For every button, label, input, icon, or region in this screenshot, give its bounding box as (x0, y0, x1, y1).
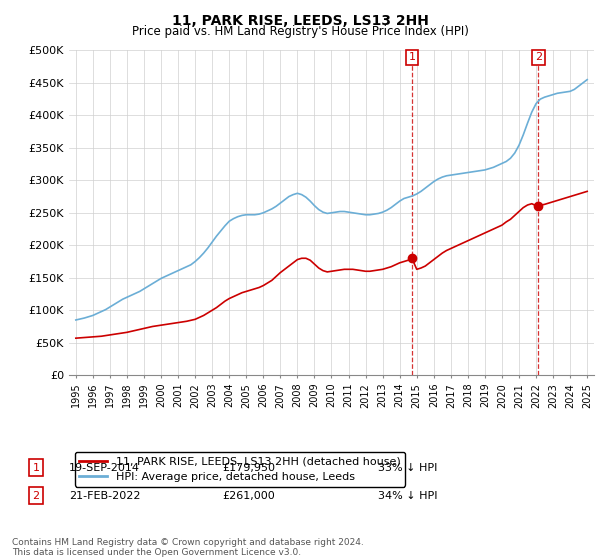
Text: 21-FEB-2022: 21-FEB-2022 (69, 491, 140, 501)
Text: Price paid vs. HM Land Registry's House Price Index (HPI): Price paid vs. HM Land Registry's House … (131, 25, 469, 38)
Text: £179,950: £179,950 (222, 463, 275, 473)
Text: 1: 1 (32, 463, 40, 473)
Text: 34% ↓ HPI: 34% ↓ HPI (378, 491, 437, 501)
Text: 11, PARK RISE, LEEDS, LS13 2HH: 11, PARK RISE, LEEDS, LS13 2HH (172, 14, 428, 28)
Text: 1: 1 (409, 52, 415, 62)
Text: 19-SEP-2014: 19-SEP-2014 (69, 463, 140, 473)
Legend: 11, PARK RISE, LEEDS, LS13 2HH (detached house), HPI: Average price, detached ho: 11, PARK RISE, LEEDS, LS13 2HH (detached… (74, 452, 405, 487)
Text: £261,000: £261,000 (222, 491, 275, 501)
Text: 2: 2 (535, 52, 542, 62)
Text: 2: 2 (32, 491, 40, 501)
Text: 33% ↓ HPI: 33% ↓ HPI (378, 463, 437, 473)
Text: Contains HM Land Registry data © Crown copyright and database right 2024.
This d: Contains HM Land Registry data © Crown c… (12, 538, 364, 557)
